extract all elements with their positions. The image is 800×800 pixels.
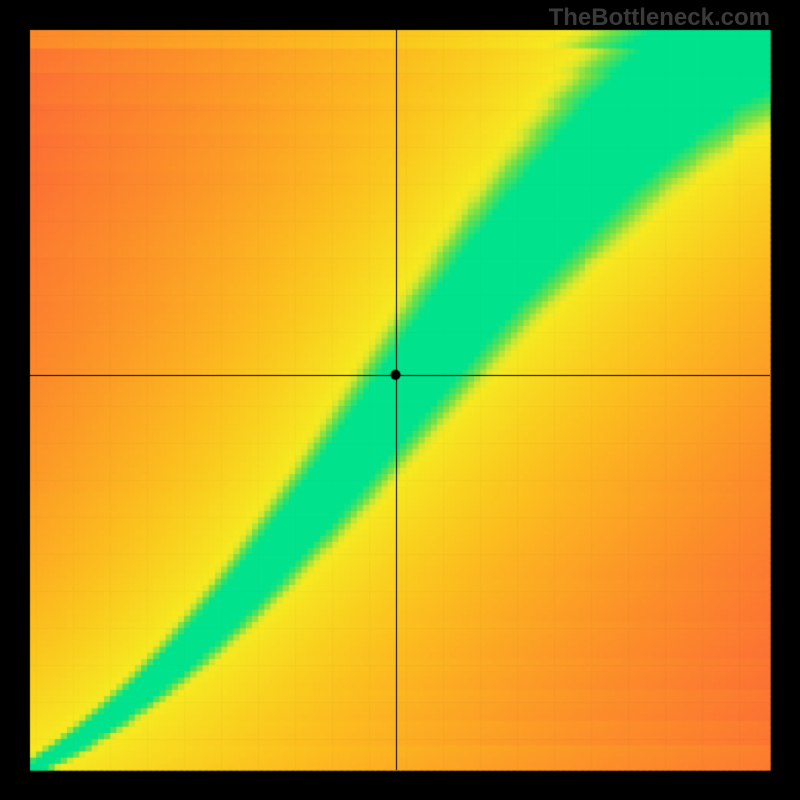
watermark-text: TheBottleneck.com xyxy=(549,4,770,32)
bottleneck-heatmap xyxy=(0,0,800,800)
